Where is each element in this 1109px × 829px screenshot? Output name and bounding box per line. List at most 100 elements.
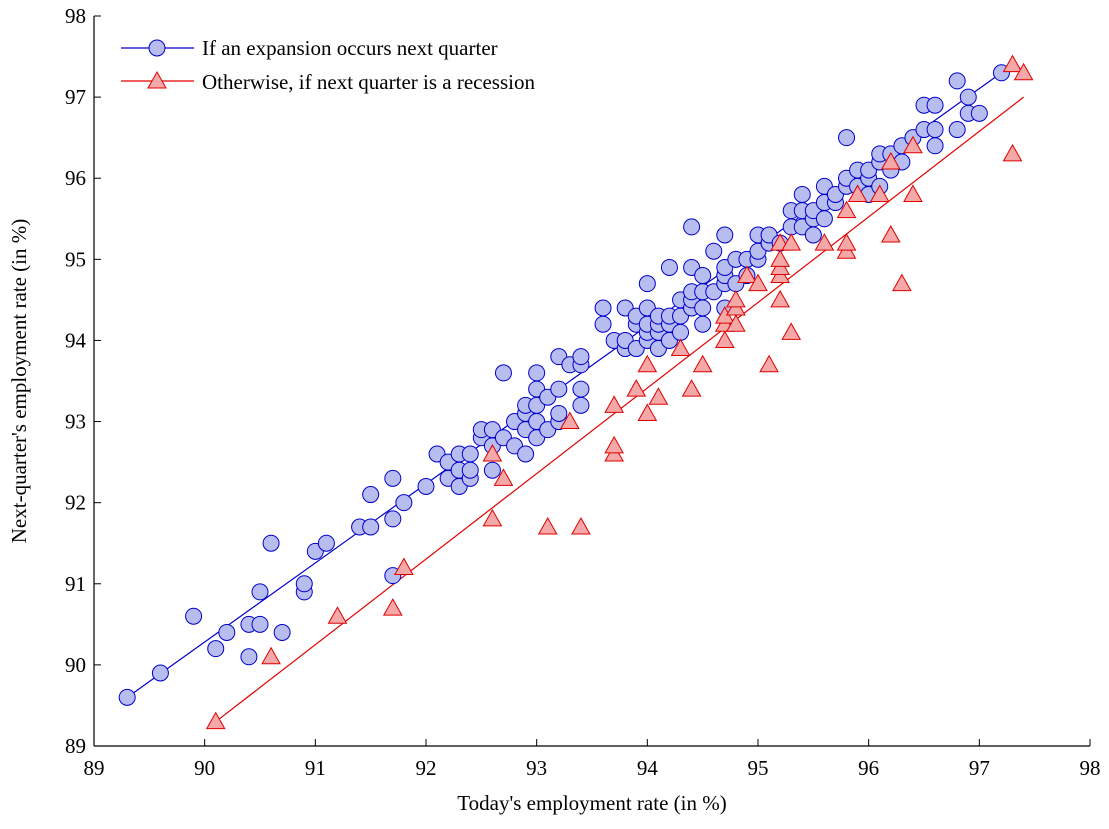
- x-tick-label: 92: [416, 756, 437, 780]
- recession-point: [892, 273, 912, 292]
- legend-marker-triangle: [147, 70, 167, 89]
- legend-label-recession: Otherwise, if next quarter is a recessio…: [202, 70, 535, 94]
- expansion-point: [660, 258, 678, 276]
- y-tick-label: 97: [65, 85, 86, 109]
- expansion-point: [251, 583, 269, 601]
- recession-point: [880, 151, 901, 170]
- x-tick-label: 95: [748, 756, 769, 780]
- recession-point: [903, 184, 923, 202]
- recession-point: [814, 233, 835, 251]
- recession-point: [382, 598, 403, 616]
- expansion-point: [517, 445, 535, 463]
- recession-point: [626, 379, 647, 397]
- y-tick-label: 94: [65, 328, 87, 352]
- recession-point: [748, 273, 768, 292]
- expansion-point: [384, 469, 402, 487]
- recession-point: [692, 354, 713, 373]
- recession-point: [637, 403, 658, 421]
- series-recession: [205, 54, 1034, 730]
- recession-point: [726, 314, 746, 332]
- expansion-point: [273, 623, 291, 641]
- recession-point: [637, 354, 658, 373]
- recession-point: [880, 224, 901, 243]
- y-tick-label: 93: [65, 410, 86, 434]
- recession-point: [903, 135, 923, 154]
- recession-point: [205, 711, 226, 730]
- recession-point: [261, 646, 281, 665]
- expansion-point: [572, 396, 590, 414]
- x-tick-label: 94: [637, 756, 659, 780]
- expansion-point: [694, 315, 712, 333]
- recession-point: [737, 265, 757, 284]
- expansion-point: [638, 275, 656, 293]
- expansion-point: [683, 218, 701, 236]
- y-ticks: 89 90 91 92 93 94 95 96 97 98: [65, 4, 101, 758]
- y-tick-label: 90: [65, 653, 86, 677]
- expansion-point: [672, 323, 690, 341]
- y-tick-label: 98: [65, 4, 86, 28]
- legend-marker-circle: [148, 39, 166, 57]
- x-tick-label: 98: [1080, 756, 1101, 780]
- expansion-point: [815, 210, 833, 228]
- recession-point: [604, 435, 624, 454]
- y-tick-label: 89: [65, 734, 86, 758]
- expansion-point: [594, 315, 612, 333]
- expansion-point: [926, 137, 944, 155]
- expansion-point: [926, 96, 944, 114]
- expansion-point: [926, 121, 944, 139]
- expansion-point: [528, 364, 546, 382]
- expansion-point: [295, 575, 313, 593]
- recession-point: [781, 233, 802, 251]
- recession-point: [537, 516, 558, 535]
- recession-point: [781, 322, 802, 340]
- recession-point: [571, 516, 591, 535]
- expansion-point: [483, 461, 501, 479]
- expansion-point: [948, 72, 966, 90]
- legend-label-expansion: If an expansion occurs next quarter: [202, 36, 498, 60]
- recession-point: [482, 443, 503, 462]
- legend-item-expansion: If an expansion occurs next quarter: [121, 36, 498, 60]
- recession-point: [770, 249, 790, 267]
- recession-point: [1013, 62, 1034, 81]
- expansion-point: [362, 518, 380, 536]
- expansion-point: [970, 104, 988, 122]
- expansion-point: [594, 299, 612, 317]
- recession-point: [482, 508, 503, 527]
- recession-point: [394, 557, 414, 576]
- expansion-point: [804, 226, 822, 244]
- recession-point: [560, 411, 580, 430]
- x-tick-label: 97: [969, 756, 990, 780]
- expansion-point: [395, 494, 413, 512]
- expansion-point: [262, 534, 280, 552]
- expansion-point: [218, 623, 236, 641]
- recession-point: [1002, 143, 1023, 162]
- x-ticks: 89 90 91 92 93 94 95 96 97 98: [84, 739, 1101, 780]
- recession-point: [714, 330, 735, 348]
- legend: If an expansion occurs next quarter Othe…: [121, 36, 535, 94]
- expansion-point: [694, 299, 712, 317]
- expansion-point: [705, 242, 723, 260]
- expansion-point: [838, 129, 856, 147]
- expansion-point: [494, 364, 512, 382]
- expansion-point: [251, 615, 269, 633]
- expansion-point: [959, 88, 977, 106]
- recession-point: [1002, 54, 1023, 73]
- expansion-point: [362, 486, 380, 504]
- recession-point: [836, 233, 857, 251]
- recession-point: [759, 354, 779, 373]
- expansion-point: [207, 640, 225, 658]
- expansion-point: [793, 185, 811, 203]
- x-tick-label: 89: [84, 756, 105, 780]
- y-tick-label: 96: [65, 166, 86, 190]
- recession-point: [648, 387, 669, 405]
- recession-point: [327, 606, 348, 624]
- y-tick-label: 95: [65, 247, 86, 271]
- expansion-point: [417, 477, 435, 495]
- expansion-point: [151, 664, 169, 682]
- y-tick-label: 92: [65, 491, 86, 515]
- expansion-point: [550, 404, 568, 422]
- recession-point: [493, 468, 514, 486]
- expansion-point: [694, 267, 712, 285]
- expansion-point: [948, 121, 966, 139]
